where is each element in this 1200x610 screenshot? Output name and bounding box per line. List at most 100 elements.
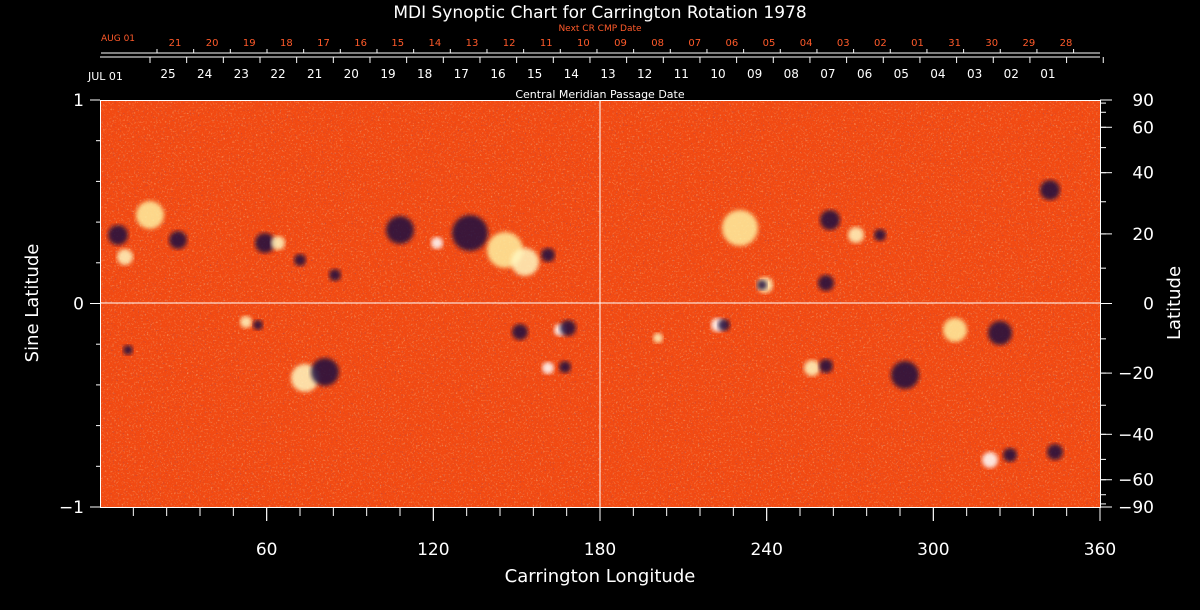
x-axis: 60 120 180 240 300 360 (132, 507, 1116, 560)
next-cr-date-label: 19 (243, 38, 256, 49)
next-cr-date-label: 13 (466, 38, 479, 49)
next-cr-date-label: 17 (317, 38, 330, 49)
y-right-tick-label: −90 (1118, 498, 1154, 518)
active-region (718, 319, 730, 331)
active-region (311, 358, 339, 386)
active-region (117, 249, 133, 265)
active-region (988, 321, 1012, 345)
active-region (848, 227, 864, 243)
active-region (943, 318, 967, 342)
active-region (560, 320, 576, 336)
cmp-date-label: 15 (527, 67, 542, 81)
cmp-date-label: 25 (160, 67, 175, 81)
cmp-date-label: 09 (747, 67, 762, 81)
cmp-date-label: 12 (637, 67, 652, 81)
next-cr-date-label: 29 (1023, 38, 1036, 49)
cmp-date-label: 21 (307, 67, 322, 81)
active-region (653, 333, 663, 343)
y-right-tick-label: −60 (1118, 471, 1154, 491)
next-cr-date-label: 09 (614, 38, 627, 49)
next-cr-date-label: 18 (280, 38, 293, 49)
next-cr-date-label: 05 (763, 38, 776, 49)
y-axis-left: −1 0 1 (59, 91, 100, 518)
y-left-tick-label: −1 (59, 498, 84, 518)
y-right-tick-label: 60 (1132, 118, 1154, 138)
cmp-date-label: 19 (380, 67, 395, 81)
next-cr-axis: Next CR CMP Date AUG 01 21 20 19 18 17 16 15 14… (101, 24, 1100, 54)
active-region (559, 361, 571, 373)
y-right-tick-label: −40 (1118, 425, 1154, 445)
active-region (819, 359, 833, 373)
y-axis-right: 90 60 40 20 0 −20 −40 −60 −90 (1100, 91, 1154, 518)
active-region (512, 324, 528, 340)
next-cr-date-label: 07 (688, 38, 701, 49)
active-region (818, 275, 834, 291)
active-region (253, 320, 263, 330)
chart-title: MDI Synoptic Chart for Carrington Rotati… (393, 3, 806, 23)
cmp-date-label: 01 (1040, 67, 1055, 81)
next-cr-date-label: 30 (985, 38, 998, 49)
active-region (431, 237, 443, 249)
active-region (108, 225, 128, 245)
next-cr-month-label: AUG 01 (101, 34, 135, 44)
cmp-date-label: 20 (344, 67, 359, 81)
x-tick-label: 360 (1084, 540, 1116, 560)
cmp-date-label: 05 (894, 67, 909, 81)
active-region (136, 201, 164, 229)
active-region (294, 254, 306, 266)
cmp-date-label: 02 (1004, 67, 1019, 81)
next-cr-date-label: 12 (503, 38, 516, 49)
next-cr-date-label: 14 (429, 38, 442, 49)
cmp-date-label: 22 (270, 67, 285, 81)
x-tick-label: 180 (584, 540, 616, 560)
next-cr-date-label: 01 (911, 38, 924, 49)
y-axis-left-label: Sine Latitude (22, 244, 43, 363)
cmp-date-label: 13 (600, 67, 615, 81)
cmp-axis-label: Central Meridian Passage Date (515, 88, 684, 101)
y-right-tick-label: 90 (1132, 91, 1154, 111)
active-region (255, 233, 275, 253)
active-region (271, 236, 285, 250)
cmp-date-label: 17 (454, 67, 469, 81)
next-cr-date-label: 11 (540, 38, 553, 49)
cmp-date-label: 23 (234, 67, 249, 81)
next-cr-date-label: 15 (391, 38, 404, 49)
y-right-tick-label: 20 (1132, 225, 1154, 245)
cmp-date-label: 11 (674, 67, 689, 81)
cmp-date-label: 06 (857, 67, 872, 81)
active-region (1040, 180, 1060, 200)
active-region (757, 280, 767, 290)
active-region (722, 210, 758, 246)
active-region (452, 215, 488, 251)
x-tick-label: 60 (256, 540, 278, 560)
x-tick-label: 120 (417, 540, 449, 560)
cmp-month-label: JUL 01 (87, 70, 123, 83)
active-region (240, 316, 252, 328)
cmp-date-axis: JUL 01 25 24 23 22 21 20 19 18 17 16 15 14 13 12 11 10 0… (87, 56, 1104, 101)
active-region (982, 452, 998, 468)
x-axis-label: Carrington Longitude (505, 566, 696, 587)
next-cr-date-label: 20 (206, 38, 219, 49)
y-left-tick-label: 0 (73, 295, 84, 315)
active-region (542, 362, 554, 374)
cmp-date-label: 10 (710, 67, 725, 81)
cmp-date-label: 18 (417, 67, 432, 81)
next-cr-date-label: 21 (169, 38, 182, 49)
active-region (541, 248, 555, 262)
y-right-tick-label: 0 (1143, 295, 1154, 315)
next-cr-date-label: 10 (577, 38, 590, 49)
y-right-tick-label: 40 (1132, 164, 1154, 184)
cmp-date-label: 03 (967, 67, 982, 81)
active-region (123, 345, 133, 355)
next-cr-date-label: 02 (874, 38, 887, 49)
next-cr-date-label: 16 (354, 38, 367, 49)
active-region (386, 216, 414, 244)
x-tick-label: 240 (750, 540, 782, 560)
next-cr-axis-label: Next CR CMP Date (558, 24, 642, 34)
next-cr-date-label: 04 (800, 38, 813, 49)
cmp-date-label: 04 (930, 67, 945, 81)
x-tick-label: 300 (917, 540, 949, 560)
next-cr-date-label: 08 (651, 38, 664, 49)
cmp-date-label: 07 (820, 67, 835, 81)
